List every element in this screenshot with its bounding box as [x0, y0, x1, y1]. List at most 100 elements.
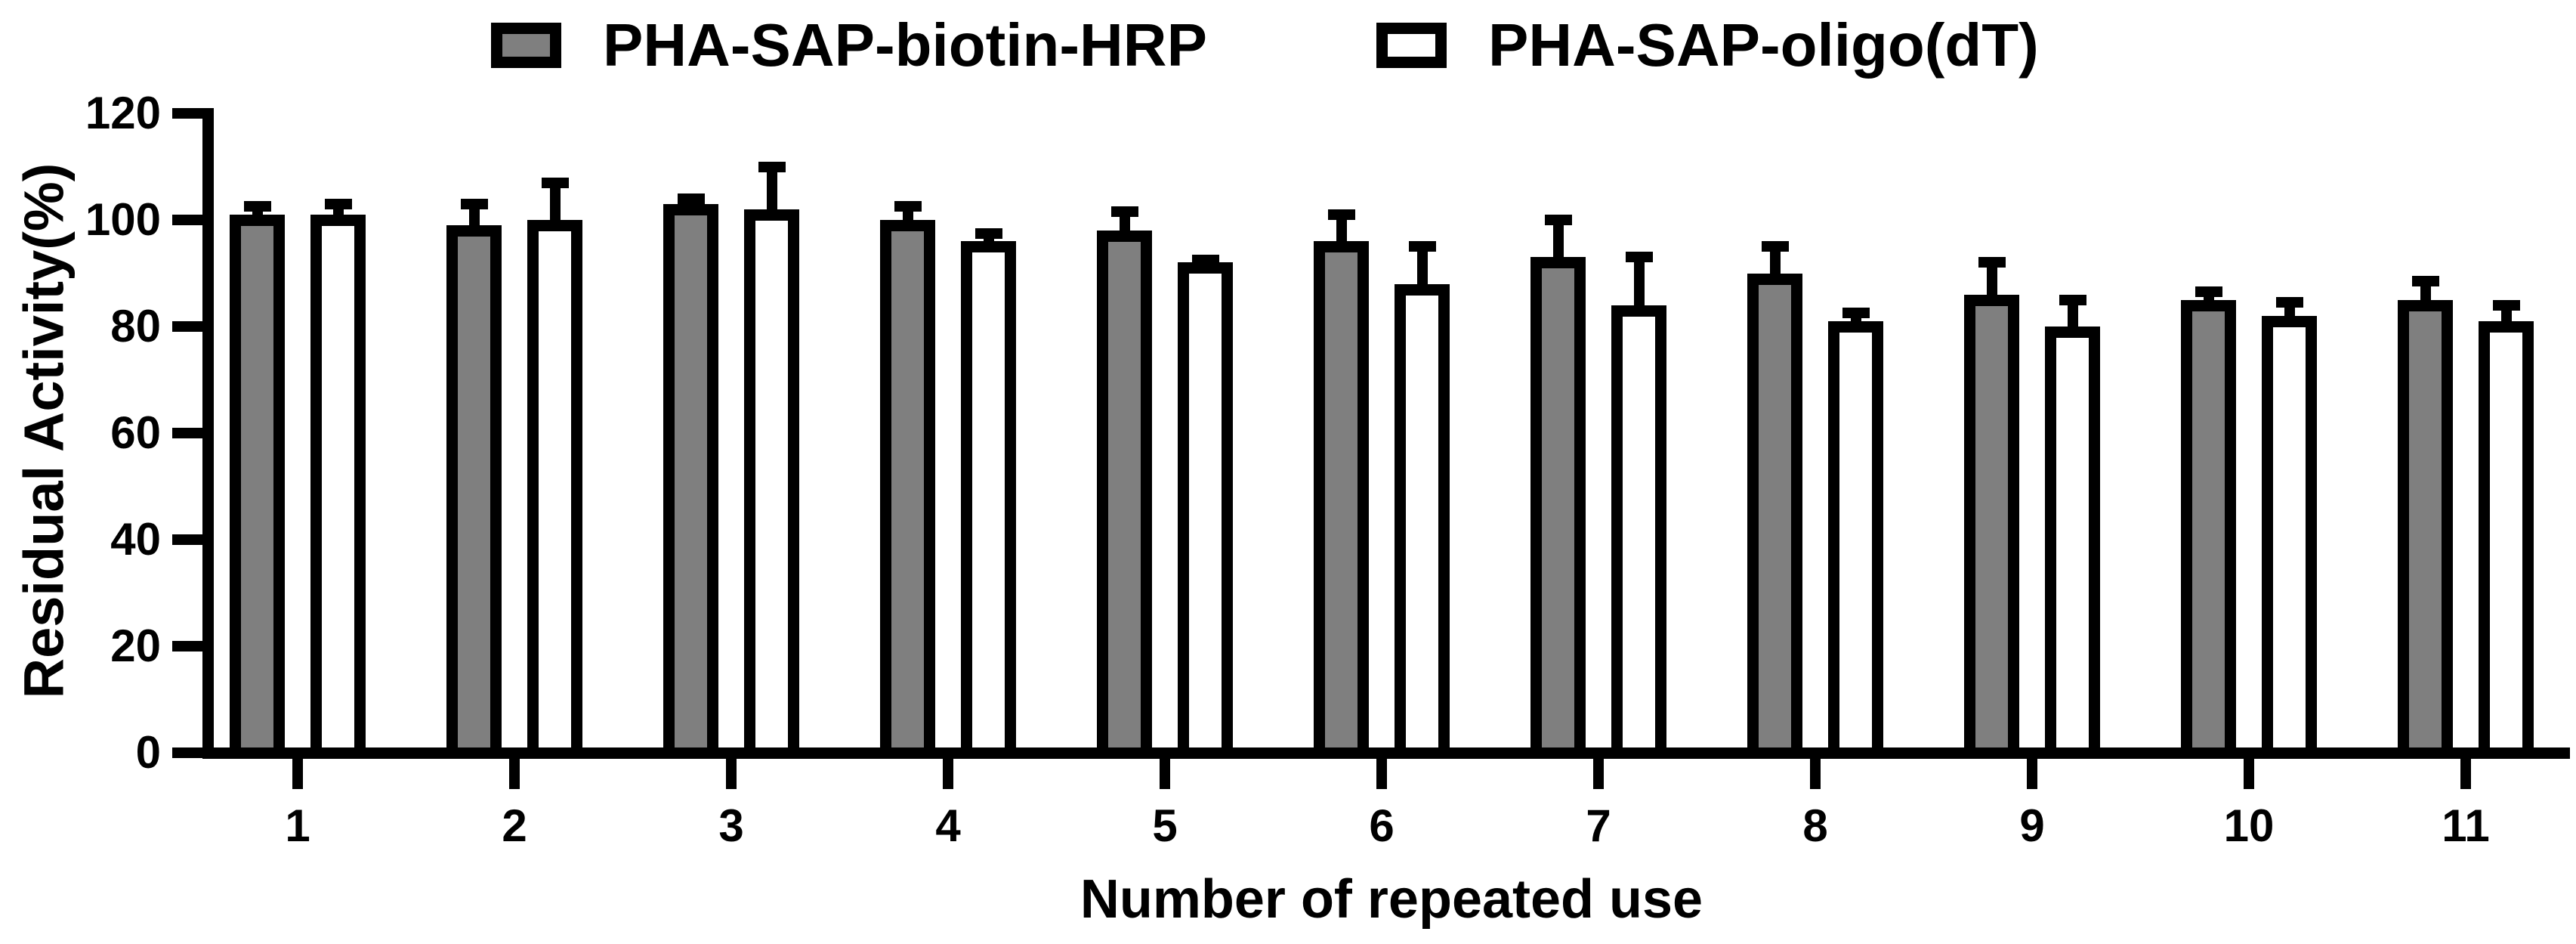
x-tick [1593, 759, 1604, 789]
y-tick [172, 747, 202, 758]
error-bar-whisker [2067, 294, 2078, 338]
bar-white-4 [961, 241, 1016, 759]
x-tick-label: 10 [2223, 800, 2275, 851]
y-tick-label: 20 [110, 621, 161, 671]
error-bar-cap [1327, 209, 1355, 220]
x-tick [943, 759, 953, 789]
x-tick-label: 9 [2019, 800, 2045, 851]
y-tick [172, 321, 202, 332]
y-tick-label: 60 [110, 407, 161, 458]
y-tick [172, 215, 202, 225]
y-tick-label: 0 [135, 727, 161, 778]
x-tick [1160, 759, 1170, 789]
bar-gray-3 [663, 203, 718, 759]
error-bar-cap [1408, 241, 1436, 252]
error-bar-cap [243, 201, 271, 212]
x-tick-label: 7 [1586, 800, 1611, 851]
error-bar-cap [1191, 254, 1219, 265]
y-tick-label: 100 [85, 194, 161, 245]
y-tick [172, 428, 202, 438]
bar-gray-2 [446, 225, 502, 759]
x-tick [509, 759, 520, 789]
bar-gray-1 [230, 215, 285, 759]
y-tick [172, 108, 202, 119]
error-bar-cap [1625, 252, 1653, 263]
bar-white-5 [1178, 262, 1233, 759]
y-axis-line [202, 108, 214, 759]
error-bar-whisker [1336, 209, 1347, 252]
legend-swatch-gray [491, 23, 561, 68]
x-axis-title: Number of repeated use [1080, 869, 1703, 930]
error-bar-cap [894, 201, 922, 212]
error-bar-cap [460, 198, 488, 209]
bar-gray-7 [1530, 257, 1586, 759]
bar-gray-8 [1747, 273, 1802, 759]
error-bar-cap [677, 193, 705, 204]
bar-white-8 [1828, 321, 1883, 759]
error-bar-cap [2492, 299, 2520, 311]
error-bar-whisker [1416, 241, 1428, 295]
legend-swatch-white [1376, 23, 1447, 68]
legend-item-oligo-dt: PHA-SAP-oligo(dT) [1376, 11, 2039, 80]
bar-gray-4 [880, 220, 935, 759]
bar-white-7 [1611, 305, 1666, 759]
bar-gray-11 [2398, 299, 2453, 759]
bar-white-9 [2045, 327, 2100, 759]
x-tick-label: 8 [1802, 800, 1828, 851]
bar-white-3 [744, 209, 799, 759]
x-tick-label: 11 [2442, 800, 2490, 851]
error-bar-cap [758, 161, 786, 172]
error-bar-cap [1978, 257, 2006, 268]
legend-item-biotin-hrp: PHA-SAP-biotin-HRP [491, 11, 1207, 80]
error-bar-cap [2275, 297, 2303, 308]
y-tick-label: 80 [110, 301, 161, 351]
error-bar-whisker [549, 177, 561, 231]
error-bar-whisker [1986, 257, 1997, 305]
y-tick [172, 641, 202, 652]
x-tick [726, 759, 737, 789]
x-tick [2027, 759, 2037, 789]
legend-label-biotin-hrp: PHA-SAP-biotin-HRP [603, 11, 1207, 79]
x-tick-label: 5 [1152, 800, 1178, 851]
error-bar-cap [2411, 276, 2439, 287]
bar-white-2 [527, 220, 582, 759]
x-tick-label: 2 [502, 800, 527, 851]
bar-gray-9 [1964, 294, 2019, 759]
error-bar-whisker [1552, 215, 1564, 268]
y-tick [172, 534, 202, 545]
bar-white-1 [310, 215, 366, 759]
error-bar-cap [541, 177, 569, 188]
error-bar-whisker [766, 161, 777, 220]
x-tick [2460, 759, 2471, 789]
error-bar-cap [2195, 286, 2222, 298]
x-tick [1376, 759, 1387, 789]
x-tick-label: 3 [718, 800, 744, 851]
error-bar-cap [1544, 215, 1572, 225]
error-bar-cap [2059, 294, 2086, 305]
error-bar-cap [1761, 241, 1789, 252]
error-bar-cap [974, 227, 1002, 239]
error-bar-cap [1110, 206, 1138, 218]
bar-white-11 [2479, 321, 2534, 759]
bar-gray-5 [1097, 231, 1152, 759]
x-tick-label: 6 [1369, 800, 1395, 851]
x-tick [292, 759, 303, 789]
bar-gray-6 [1314, 241, 1369, 759]
x-tick [2244, 759, 2254, 789]
error-bar-cap [324, 198, 352, 209]
bar-white-10 [2262, 315, 2317, 759]
x-axis-line [202, 747, 2570, 759]
error-bar-whisker [1769, 241, 1781, 284]
x-tick-label: 1 [285, 800, 310, 851]
x-tick-label: 4 [935, 800, 961, 851]
bar-white-6 [1395, 283, 1450, 759]
error-bar-cap [1842, 308, 1870, 319]
x-tick [1810, 759, 1821, 789]
y-tick-label: 120 [85, 88, 161, 138]
legend-label-oligo-dt: PHA-SAP-oligo(dT) [1488, 11, 2039, 79]
y-axis-title: Residual Activity(%) [12, 162, 76, 699]
error-bar-whisker [1633, 252, 1645, 316]
bar-gray-10 [2181, 299, 2236, 759]
